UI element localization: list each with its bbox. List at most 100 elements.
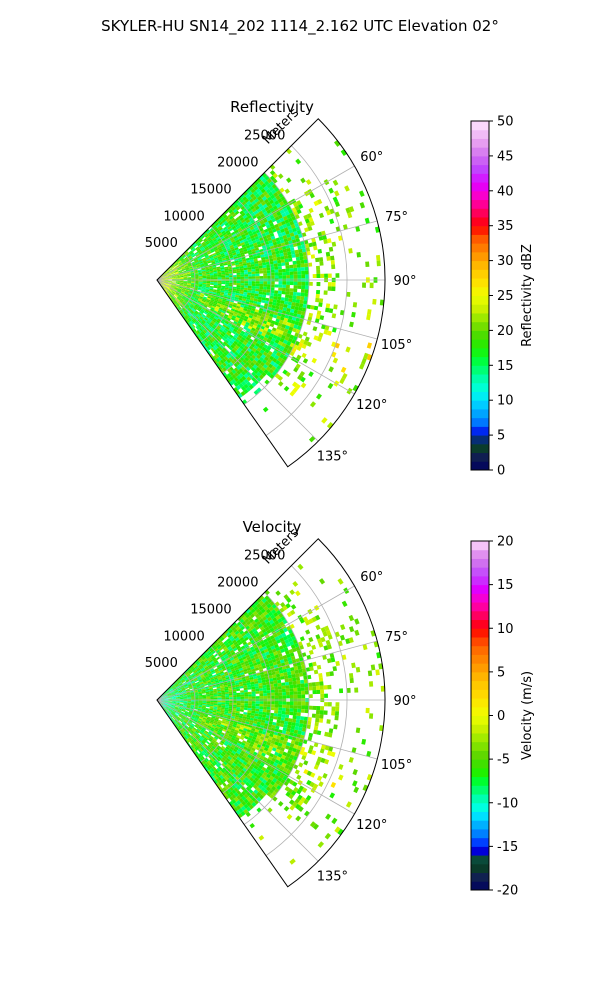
field-cell [181,688,186,691]
field-cell [323,290,328,295]
field-cell [230,666,235,670]
field-cell [194,704,199,706]
field-cell [260,674,265,678]
field-cell [319,748,325,754]
field-cell [218,350,224,355]
field-cell [279,672,284,677]
field-cell [183,282,188,284]
field-cell [247,615,253,621]
field-cell [301,352,307,359]
field-cell [209,705,214,708]
field-cell [209,273,214,276]
field-cell [199,666,204,670]
field-cell [203,232,208,237]
field-cell [296,292,301,297]
field-cell [283,328,289,333]
field-cell [178,269,182,272]
field-cell [206,283,211,285]
field-cell [217,271,222,274]
field-cell [250,205,255,211]
field-cell [191,319,196,324]
field-cell [265,312,270,317]
field-cell [269,652,275,657]
field-cell [295,383,301,390]
field-cell [162,692,166,696]
field-cell [202,698,207,700]
field-cell [270,655,276,660]
field-cell [256,371,262,377]
field-cell [276,219,281,224]
field-cell [204,302,209,306]
field-cell [274,269,279,273]
field-cell [190,325,195,329]
field-cell [186,691,191,694]
field-cell [267,656,272,662]
field-cell [168,686,172,690]
field-cell [286,275,290,279]
field-cell [287,254,293,259]
field-cell [244,276,249,279]
field-cell [190,252,195,257]
field-cell [181,687,186,690]
field-cell [202,694,207,697]
field-cell [220,732,226,736]
field-cell [194,281,199,283]
field-cell [213,282,218,284]
field-cell [181,680,186,684]
field-cell [202,718,207,722]
field-cell [253,653,259,658]
field-cell [280,602,286,608]
field-cell [188,264,193,268]
field-cell [205,314,210,319]
field-cell [279,252,284,257]
field-cell [179,284,184,287]
field-cell [286,214,292,219]
field-cell [249,356,255,362]
field-cell [253,731,259,736]
field-cell [270,622,277,628]
field-cell [256,354,261,360]
field-cell [197,719,202,722]
field-cell [197,334,202,339]
field-cell [288,648,294,654]
field-cell [254,205,260,211]
field-cell [287,757,293,763]
field-cell [194,280,199,282]
field-cell [264,744,270,749]
field-cell [163,693,167,696]
field-cell [226,373,232,378]
field-cell [217,275,222,278]
field-cell [237,655,243,660]
field-cell [186,273,191,276]
field-cell [223,233,228,238]
field-cell [199,296,204,299]
field-cell [249,256,254,261]
field-cell [290,305,296,310]
field-cell [172,290,177,293]
field-cell [233,311,238,315]
field-cell [179,695,184,697]
field-cell [196,241,201,246]
field-cell [262,610,269,617]
field-cell [194,702,199,704]
field-cell [238,715,243,719]
field-cell [179,263,183,266]
field-cell [262,320,268,325]
field-cell [210,297,215,301]
field-cell [236,282,241,286]
field-cell [298,252,304,257]
field-cell [299,318,304,323]
field-cell [224,655,229,660]
field-cell [235,390,241,396]
field-cell [183,293,188,296]
field-cell [244,701,249,704]
field-cell [310,254,316,259]
field-cell [319,578,326,585]
field-cell [181,308,186,312]
field-cell [204,722,209,726]
field-cell [218,298,223,301]
field-cell [219,683,224,687]
field-cell [231,330,237,335]
field-cell [324,758,330,765]
field-cell [174,286,179,289]
